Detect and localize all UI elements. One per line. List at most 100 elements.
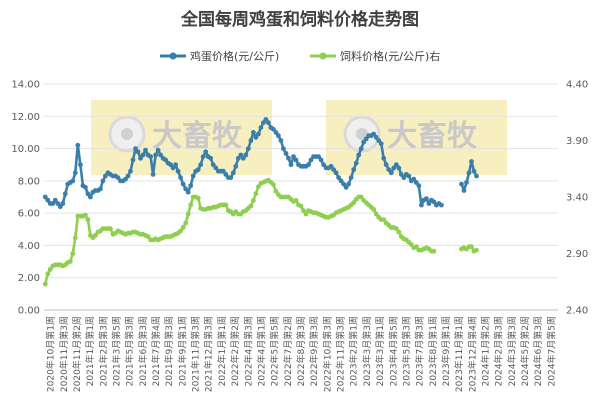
x-tick-label: 2022年11月第3周	[335, 316, 347, 392]
data-point	[358, 146, 364, 152]
data-point	[223, 202, 229, 208]
data-point	[203, 149, 209, 155]
data-point	[336, 175, 341, 181]
data-point	[464, 180, 469, 185]
data-point	[83, 184, 88, 190]
data-point	[413, 244, 419, 250]
data-point	[471, 168, 477, 174]
data-point	[60, 201, 66, 206]
data-point	[213, 165, 219, 171]
data-point	[273, 130, 279, 135]
data-point	[88, 194, 93, 200]
x-tick-label: 2023年3月第3周	[361, 316, 373, 386]
data-point	[72, 235, 78, 241]
data-point	[351, 167, 357, 173]
data-point	[469, 244, 474, 250]
data-point	[358, 194, 364, 200]
data-point	[351, 200, 357, 206]
y-right-tick-label: 2.40	[566, 306, 588, 317]
data-point	[381, 155, 387, 161]
x-tick-label: 2021年2月第3周	[97, 316, 109, 386]
data-point	[210, 162, 216, 168]
data-point	[135, 149, 141, 155]
x-tick-label: 2023年5月第3周	[400, 316, 412, 386]
data-point	[185, 189, 191, 195]
data-point	[273, 188, 279, 194]
data-point	[383, 162, 389, 168]
data-point	[293, 157, 299, 163]
y-axis-left: 0.00 2.00 4.00 6.00 8.00 10.00 12.00 14.00	[11, 80, 40, 317]
data-point	[78, 162, 83, 168]
data-point	[93, 233, 98, 238]
data-point	[303, 211, 309, 217]
data-point	[230, 170, 236, 176]
x-tick-label: 2021年12月第3周	[203, 316, 215, 392]
x-tick-label: 2021年1月第1周	[84, 316, 96, 386]
data-point	[348, 175, 354, 181]
data-point	[291, 154, 296, 160]
x-tick-label: 2023年4月第5周	[387, 316, 399, 386]
data-point	[301, 208, 306, 214]
data-point	[469, 159, 474, 164]
data-point	[70, 251, 76, 256]
data-point	[316, 154, 321, 160]
data-point	[198, 162, 204, 168]
data-point	[251, 198, 256, 203]
data-point	[188, 183, 194, 189]
data-point	[70, 178, 76, 184]
data-point	[85, 217, 91, 223]
x-tick-label: 2021年11月第3周	[190, 316, 202, 392]
x-tick-label: 2021年7月第4周	[150, 316, 162, 386]
data-point	[431, 199, 437, 205]
x-tick-label: 2023年2月第1周	[348, 316, 360, 386]
x-tick-label: 2021年5月第3周	[124, 316, 136, 386]
y-left-tick-label: 14.00	[11, 80, 40, 91]
data-point	[153, 152, 159, 158]
data-point	[381, 217, 387, 223]
data-point	[371, 207, 377, 212]
data-point	[356, 152, 362, 158]
data-point	[138, 155, 143, 161]
x-tick-label: 2021年6月第3周	[137, 316, 149, 386]
data-point	[474, 247, 479, 253]
data-point	[293, 198, 299, 203]
data-point	[45, 271, 51, 277]
legend-label-feed: 饲料价格(元/公斤)右	[340, 49, 440, 63]
data-point	[258, 125, 264, 130]
legend: 鸡蛋价格(元/公斤) 饲料价格(元/公斤)右	[160, 49, 440, 63]
data-point	[185, 211, 191, 217]
y-axis-right: 2.40 2.90 3.40 3.90 4.40	[566, 80, 588, 317]
data-point	[308, 157, 314, 163]
data-point	[47, 266, 53, 272]
data-point	[140, 152, 146, 158]
data-point	[318, 157, 324, 163]
legend-marker-feed	[319, 52, 327, 60]
series-feed-price	[42, 177, 479, 287]
data-point	[396, 165, 402, 171]
y-left-tick-label: 2.00	[18, 273, 40, 284]
x-tick-label: 2024年7月第5周	[545, 316, 557, 386]
data-point	[396, 229, 402, 235]
series-group	[42, 117, 479, 287]
data-point	[175, 168, 181, 174]
x-tick-label: 2023年3月第1周	[374, 316, 386, 386]
x-tick-label: 2021年9月第1周	[176, 316, 188, 386]
data-point	[248, 138, 254, 143]
x-tick-label: 2023年8月第1周	[427, 316, 439, 386]
data-point	[98, 186, 103, 192]
data-point	[411, 176, 417, 182]
data-point	[278, 138, 284, 143]
data-point	[251, 130, 256, 135]
data-point	[378, 141, 384, 147]
y-right-tick-label: 3.90	[566, 136, 588, 147]
data-point	[281, 146, 286, 152]
data-point	[416, 183, 422, 189]
data-point	[248, 203, 254, 209]
y-right-tick-label: 3.40	[566, 193, 588, 204]
x-tick-label: 2022年9月第3周	[308, 316, 320, 386]
data-point	[253, 191, 259, 197]
legend-label-egg: 鸡蛋价格(元/公斤)	[190, 49, 279, 63]
data-point	[208, 155, 214, 161]
x-tick-label: 2024年6月第3周	[532, 316, 544, 386]
data-point	[253, 134, 259, 140]
